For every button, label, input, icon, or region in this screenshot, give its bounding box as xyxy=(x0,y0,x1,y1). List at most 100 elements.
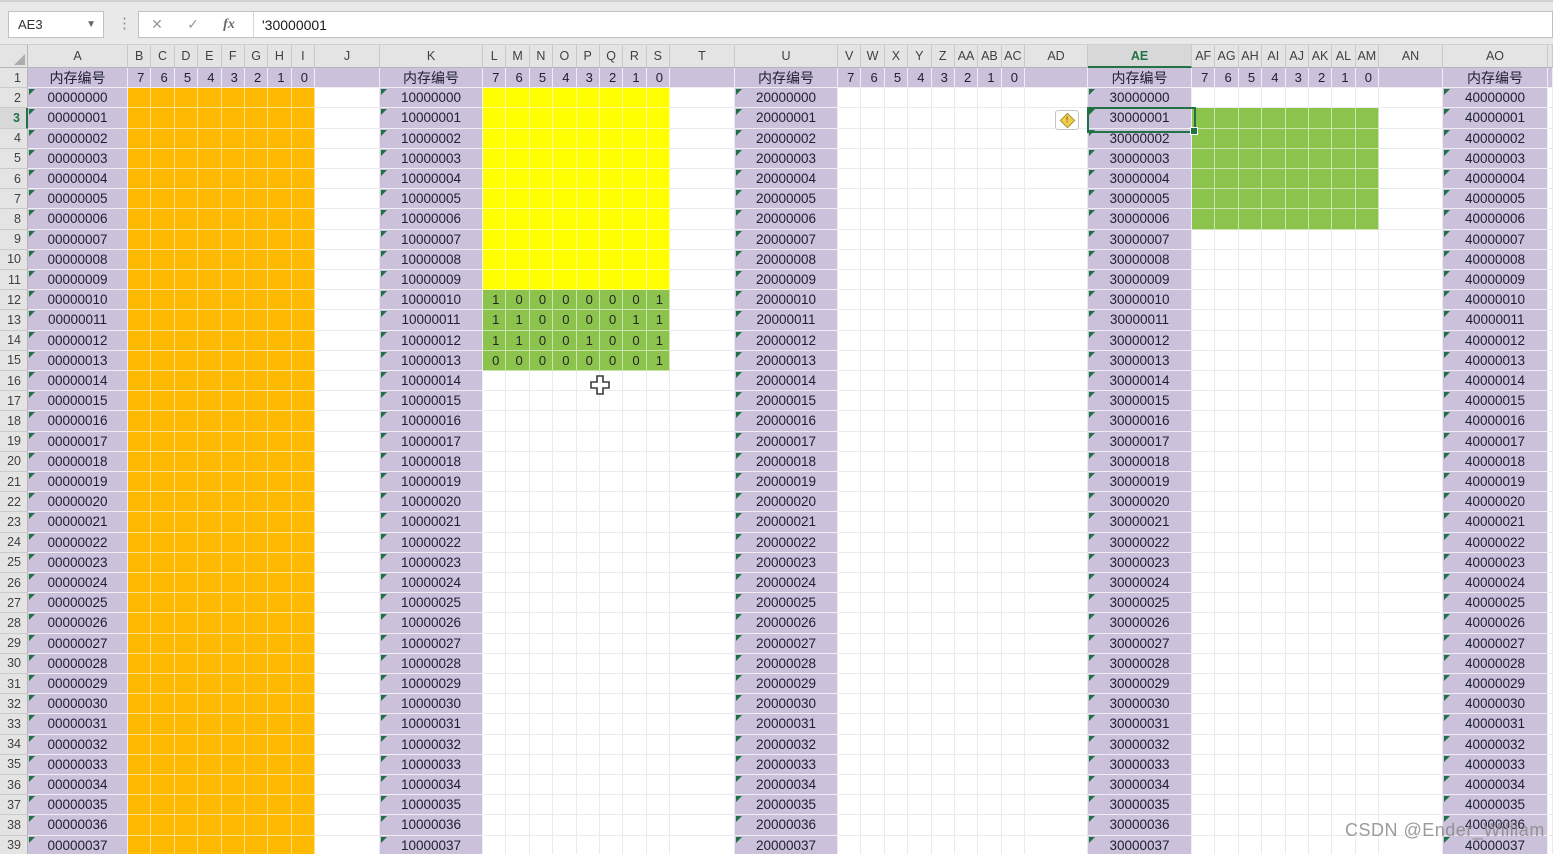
cell-partial9[interactable] xyxy=(1548,229,1553,250)
cell-N12[interactable]: 0 xyxy=(529,290,554,311)
column-header-P[interactable]: P xyxy=(576,45,600,68)
cell-B24[interactable] xyxy=(128,532,152,553)
cell-H14[interactable] xyxy=(268,330,292,351)
cell-N6[interactable] xyxy=(529,169,554,190)
cell-P3[interactable] xyxy=(576,108,600,129)
cell-H1[interactable]: 1 xyxy=(268,68,292,89)
cell-I8[interactable] xyxy=(291,209,315,230)
cell-Q3[interactable] xyxy=(599,108,624,129)
cell-V4[interactable] xyxy=(838,128,862,149)
cell-B7[interactable] xyxy=(128,189,152,210)
cell-L20[interactable] xyxy=(483,451,507,472)
cell-Z20[interactable] xyxy=(931,451,955,472)
cell-AN36[interactable] xyxy=(1379,775,1443,796)
cell-W18[interactable] xyxy=(861,411,885,432)
cell-AA12[interactable] xyxy=(954,290,979,311)
cell-V18[interactable] xyxy=(838,411,862,432)
cell-AD1[interactable] xyxy=(1025,68,1088,89)
cell-Z11[interactable] xyxy=(931,270,955,291)
cell-Q7[interactable] xyxy=(599,189,624,210)
cell-S14[interactable]: 1 xyxy=(646,330,670,351)
cell-AE37[interactable]: 30000035 xyxy=(1088,795,1192,816)
cell-S27[interactable] xyxy=(646,593,670,614)
cell-R27[interactable] xyxy=(623,593,647,614)
cell-U38[interactable]: 20000036 xyxy=(735,815,838,836)
cell-AJ23[interactable] xyxy=(1285,512,1309,533)
cell-P20[interactable] xyxy=(576,451,600,472)
cell-AH34[interactable] xyxy=(1238,734,1263,755)
cell-partial20[interactable] xyxy=(1548,451,1553,472)
cell-V34[interactable] xyxy=(838,734,862,755)
cell-U29[interactable]: 20000027 xyxy=(735,633,838,654)
cell-G22[interactable] xyxy=(244,492,269,513)
cell-AK31[interactable] xyxy=(1308,674,1333,695)
cell-F31[interactable] xyxy=(221,674,245,695)
cell-O5[interactable] xyxy=(553,148,577,169)
cell-M6[interactable] xyxy=(506,169,530,190)
cell-AD35[interactable] xyxy=(1025,754,1088,775)
cell-AF7[interactable] xyxy=(1192,189,1216,210)
cell-S15[interactable]: 1 xyxy=(646,350,670,371)
cell-AJ15[interactable] xyxy=(1285,350,1309,371)
cell-J13[interactable] xyxy=(315,310,380,331)
cell-N19[interactable] xyxy=(529,431,554,452)
cell-AD28[interactable] xyxy=(1025,613,1088,634)
cell-W3[interactable] xyxy=(861,108,885,129)
cell-W19[interactable] xyxy=(861,431,885,452)
cell-D32[interactable] xyxy=(174,694,199,715)
cell-AB5[interactable] xyxy=(978,148,1002,169)
cell-I36[interactable] xyxy=(291,775,315,796)
cell-Y16[interactable] xyxy=(908,371,932,392)
cell-AN10[interactable] xyxy=(1379,249,1443,270)
cell-D34[interactable] xyxy=(174,734,199,755)
cell-C26[interactable] xyxy=(151,573,175,594)
cell-F34[interactable] xyxy=(221,734,245,755)
cell-H28[interactable] xyxy=(268,613,292,634)
cell-Q39[interactable] xyxy=(599,835,624,854)
cell-H17[interactable] xyxy=(268,391,292,412)
cell-J36[interactable] xyxy=(315,775,380,796)
cell-AG16[interactable] xyxy=(1215,371,1239,392)
cell-C25[interactable] xyxy=(151,552,175,573)
cell-O17[interactable] xyxy=(553,391,577,412)
column-header-V[interactable]: V xyxy=(838,45,862,68)
cell-K2[interactable]: 10000000 xyxy=(380,88,483,109)
cell-K16[interactable]: 10000014 xyxy=(380,371,483,392)
row-header-16[interactable]: 16 xyxy=(0,371,28,392)
cell-P14[interactable]: 1 xyxy=(576,330,600,351)
cell-AJ32[interactable] xyxy=(1285,694,1309,715)
row-header-1[interactable]: 1 xyxy=(0,68,28,89)
cell-AL20[interactable] xyxy=(1332,451,1356,472)
cell-I32[interactable] xyxy=(291,694,315,715)
cell-partial25[interactable] xyxy=(1548,552,1553,573)
cell-AN30[interactable] xyxy=(1379,653,1443,674)
cell-M38[interactable] xyxy=(506,815,530,836)
cell-A19[interactable]: 00000017 xyxy=(28,431,128,452)
cell-AL12[interactable] xyxy=(1332,290,1356,311)
cell-U7[interactable]: 20000005 xyxy=(735,189,838,210)
cell-AH7[interactable] xyxy=(1238,189,1263,210)
cell-R33[interactable] xyxy=(623,714,647,735)
cell-G31[interactable] xyxy=(244,674,269,695)
cell-AB21[interactable] xyxy=(978,472,1002,493)
cell-AK26[interactable] xyxy=(1308,573,1333,594)
cell-D21[interactable] xyxy=(174,472,199,493)
cell-L24[interactable] xyxy=(483,532,507,553)
cell-AH8[interactable] xyxy=(1238,209,1263,230)
cell-F22[interactable] xyxy=(221,492,245,513)
column-header-I[interactable]: I xyxy=(291,45,315,68)
cell-W17[interactable] xyxy=(861,391,885,412)
cell-D29[interactable] xyxy=(174,633,199,654)
column-header-AL[interactable]: AL xyxy=(1332,45,1356,68)
cell-P9[interactable] xyxy=(576,229,600,250)
cell-AO18[interactable]: 40000016 xyxy=(1443,411,1548,432)
cell-AL16[interactable] xyxy=(1332,371,1356,392)
cell-partial8[interactable] xyxy=(1548,209,1553,230)
cell-N25[interactable] xyxy=(529,552,554,573)
cell-H20[interactable] xyxy=(268,451,292,472)
cell-Y17[interactable] xyxy=(908,391,932,412)
column-header-O[interactable]: O xyxy=(553,45,577,68)
cell-AD19[interactable] xyxy=(1025,431,1088,452)
cell-partial23[interactable] xyxy=(1548,512,1553,533)
cell-AK20[interactable] xyxy=(1308,451,1333,472)
